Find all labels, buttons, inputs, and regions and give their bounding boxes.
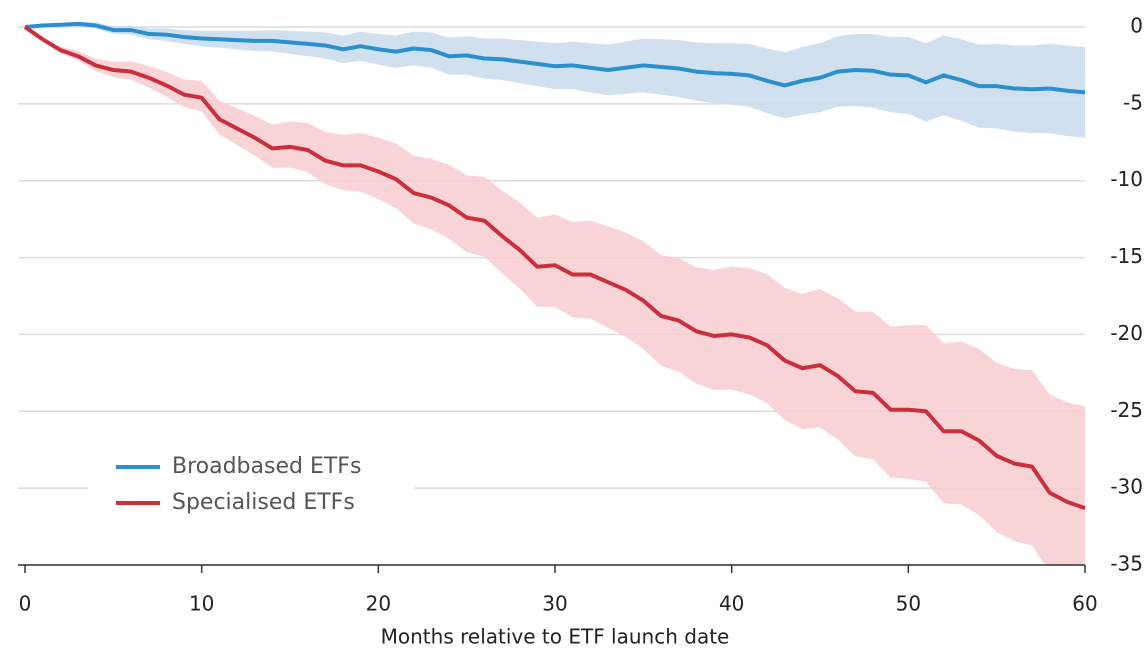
y-tick-label: -20: [1110, 321, 1143, 345]
x-tick-label: 0: [19, 592, 32, 616]
y-tick-label: -15: [1110, 244, 1143, 268]
confidence-band: [25, 21, 1085, 138]
legend-label: Specialised ETFs: [172, 490, 355, 515]
x-tick-label: 60: [1072, 592, 1097, 616]
legend-box: [88, 440, 414, 548]
confidence-band: [25, 27, 1085, 565]
axes: 0 -5 -10 -15 -20 -25 -30 -35 0 10 20 30 40 50 60: [18, 14, 1143, 616]
x-tick-label: 40: [719, 592, 744, 616]
x-tick-label: 30: [542, 592, 567, 616]
legend-label: Broadbased ETFs: [172, 454, 361, 479]
legend: Broadbased ETFs Specialised ETFs: [116, 454, 361, 515]
y-tick-label: -25: [1110, 398, 1143, 422]
bands: [25, 21, 1085, 565]
y-tick-label: -10: [1110, 167, 1143, 191]
y-tick-label: -35: [1110, 552, 1143, 576]
x-tick-label: 20: [366, 592, 391, 616]
x-axis-label: Months relative to ETF launch date: [381, 625, 730, 649]
x-tick-label: 10: [189, 592, 214, 616]
data-line: [24, 21, 1086, 95]
lines: [23, 21, 1086, 511]
y-tick-label: -5: [1123, 90, 1143, 114]
data-line: [23, 25, 1086, 511]
y-tick-label: -30: [1110, 475, 1143, 499]
y-tick-label: 0: [1130, 14, 1143, 38]
x-tick-label: 50: [896, 592, 921, 616]
